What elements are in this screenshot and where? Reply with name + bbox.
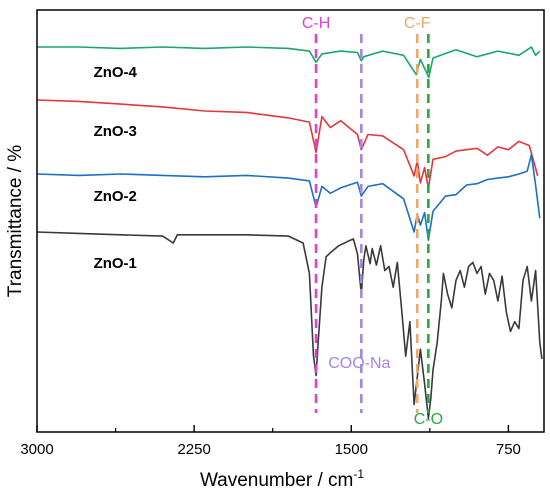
plot-frame (36, 9, 545, 433)
series-label-zno-4: ZnO-4 (94, 64, 138, 81)
x-axis-ticks: 3000 2250 1500 750 (20, 425, 521, 458)
x-tick-label-3000: 3000 (20, 441, 53, 458)
reference-label-c-f: C-F (404, 15, 431, 32)
series-line-zno-2 (36, 153, 541, 241)
reference-lines-layer (314, 34, 430, 413)
reference-label-coo-na: COO-Na (328, 355, 390, 372)
series-line-zno-1 (36, 231, 543, 420)
reference-label-c-h: C-H (302, 15, 330, 32)
series-label-zno-2: ZnO-2 (94, 188, 137, 205)
reference-label-c-o: C-O (414, 411, 443, 428)
series-line-zno-3 (36, 99, 539, 190)
x-axis-title-superscript: -1 (353, 467, 364, 481)
labels-layer: ZnO-4 ZnO-3 ZnO-2 ZnO-1 C-H COO-Na C-F C-O (94, 15, 443, 428)
x-axis-title: Wavenumber / cm-1 (200, 467, 364, 491)
series-layer (36, 46, 543, 420)
series-label-zno-3: ZnO-3 (94, 123, 137, 140)
x-tick-label-750: 750 (496, 441, 521, 458)
y-axis-title: Transmittance / % (5, 145, 26, 298)
series-line-zno-4 (37, 46, 541, 79)
x-axis-title-main: Wavenumber / cm (200, 470, 353, 491)
x-tick-label-1500: 1500 (335, 441, 368, 458)
series-label-zno-1: ZnO-1 (94, 255, 137, 272)
x-tick-label-2250: 2250 (177, 441, 210, 458)
